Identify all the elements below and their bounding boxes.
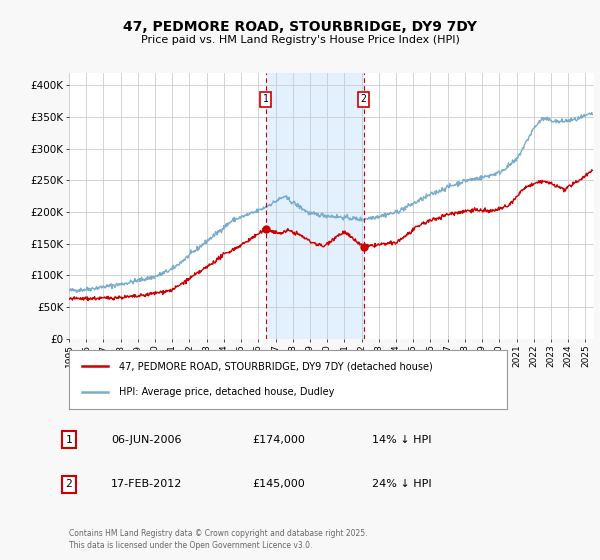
Text: 24% ↓ HPI: 24% ↓ HPI: [372, 479, 431, 489]
Text: 06-JUN-2006: 06-JUN-2006: [111, 435, 182, 445]
Text: 47, PEDMORE ROAD, STOURBRIDGE, DY9 7DY: 47, PEDMORE ROAD, STOURBRIDGE, DY9 7DY: [123, 20, 477, 34]
Text: 17-FEB-2012: 17-FEB-2012: [111, 479, 182, 489]
Text: £174,000: £174,000: [252, 435, 305, 445]
Text: 1: 1: [65, 435, 73, 445]
Text: 2: 2: [361, 95, 367, 104]
Text: Contains HM Land Registry data © Crown copyright and database right 2025.
This d: Contains HM Land Registry data © Crown c…: [69, 529, 367, 550]
Text: 47, PEDMORE ROAD, STOURBRIDGE, DY9 7DY (detached house): 47, PEDMORE ROAD, STOURBRIDGE, DY9 7DY (…: [119, 361, 433, 371]
Text: 14% ↓ HPI: 14% ↓ HPI: [372, 435, 431, 445]
Text: £145,000: £145,000: [252, 479, 305, 489]
Text: 1: 1: [263, 95, 269, 104]
Text: Price paid vs. HM Land Registry's House Price Index (HPI): Price paid vs. HM Land Registry's House …: [140, 35, 460, 45]
Bar: [266, 73, 364, 339]
Text: 2: 2: [65, 479, 73, 489]
Text: HPI: Average price, detached house, Dudley: HPI: Average price, detached house, Dudl…: [119, 388, 335, 398]
